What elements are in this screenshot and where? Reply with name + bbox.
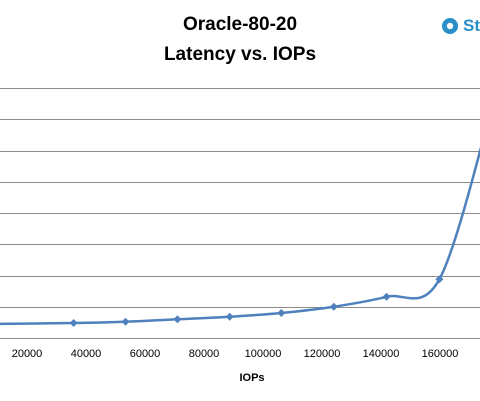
- chart-subtitle: Latency vs. IOPs: [163, 44, 317, 65]
- x-tick-label: 120000: [304, 348, 341, 360]
- brand-text: St: [463, 16, 480, 35]
- data-point: [277, 309, 286, 317]
- x-axis-label: IOPs: [239, 372, 264, 384]
- x-tick-label: 40000: [71, 348, 102, 360]
- x-tick-label: 80000: [189, 348, 220, 360]
- data-point: [173, 315, 182, 324]
- x-tick-label: 20000: [12, 348, 43, 360]
- x-tick-label: 160000: [422, 348, 459, 360]
- brand-logo: St: [441, 15, 480, 37]
- data-point: [69, 319, 78, 327]
- chart-title: Oracle-80-20: [182, 14, 298, 35]
- x-tick-label: 60000: [130, 348, 161, 360]
- data-point: [382, 292, 391, 301]
- storagereview-logo-icon: [442, 18, 458, 34]
- data-point: [329, 302, 338, 311]
- data-point: [121, 317, 130, 326]
- x-tick-label: 140000: [363, 348, 400, 360]
- data-point: [435, 275, 444, 284]
- x-tick-labels: 0200004000060000800001000001200001400001…: [12, 348, 459, 360]
- data-point: [225, 312, 234, 321]
- gridlines: [0, 88, 480, 339]
- series-markers: [69, 275, 444, 327]
- x-tick-label: 100000: [245, 348, 282, 360]
